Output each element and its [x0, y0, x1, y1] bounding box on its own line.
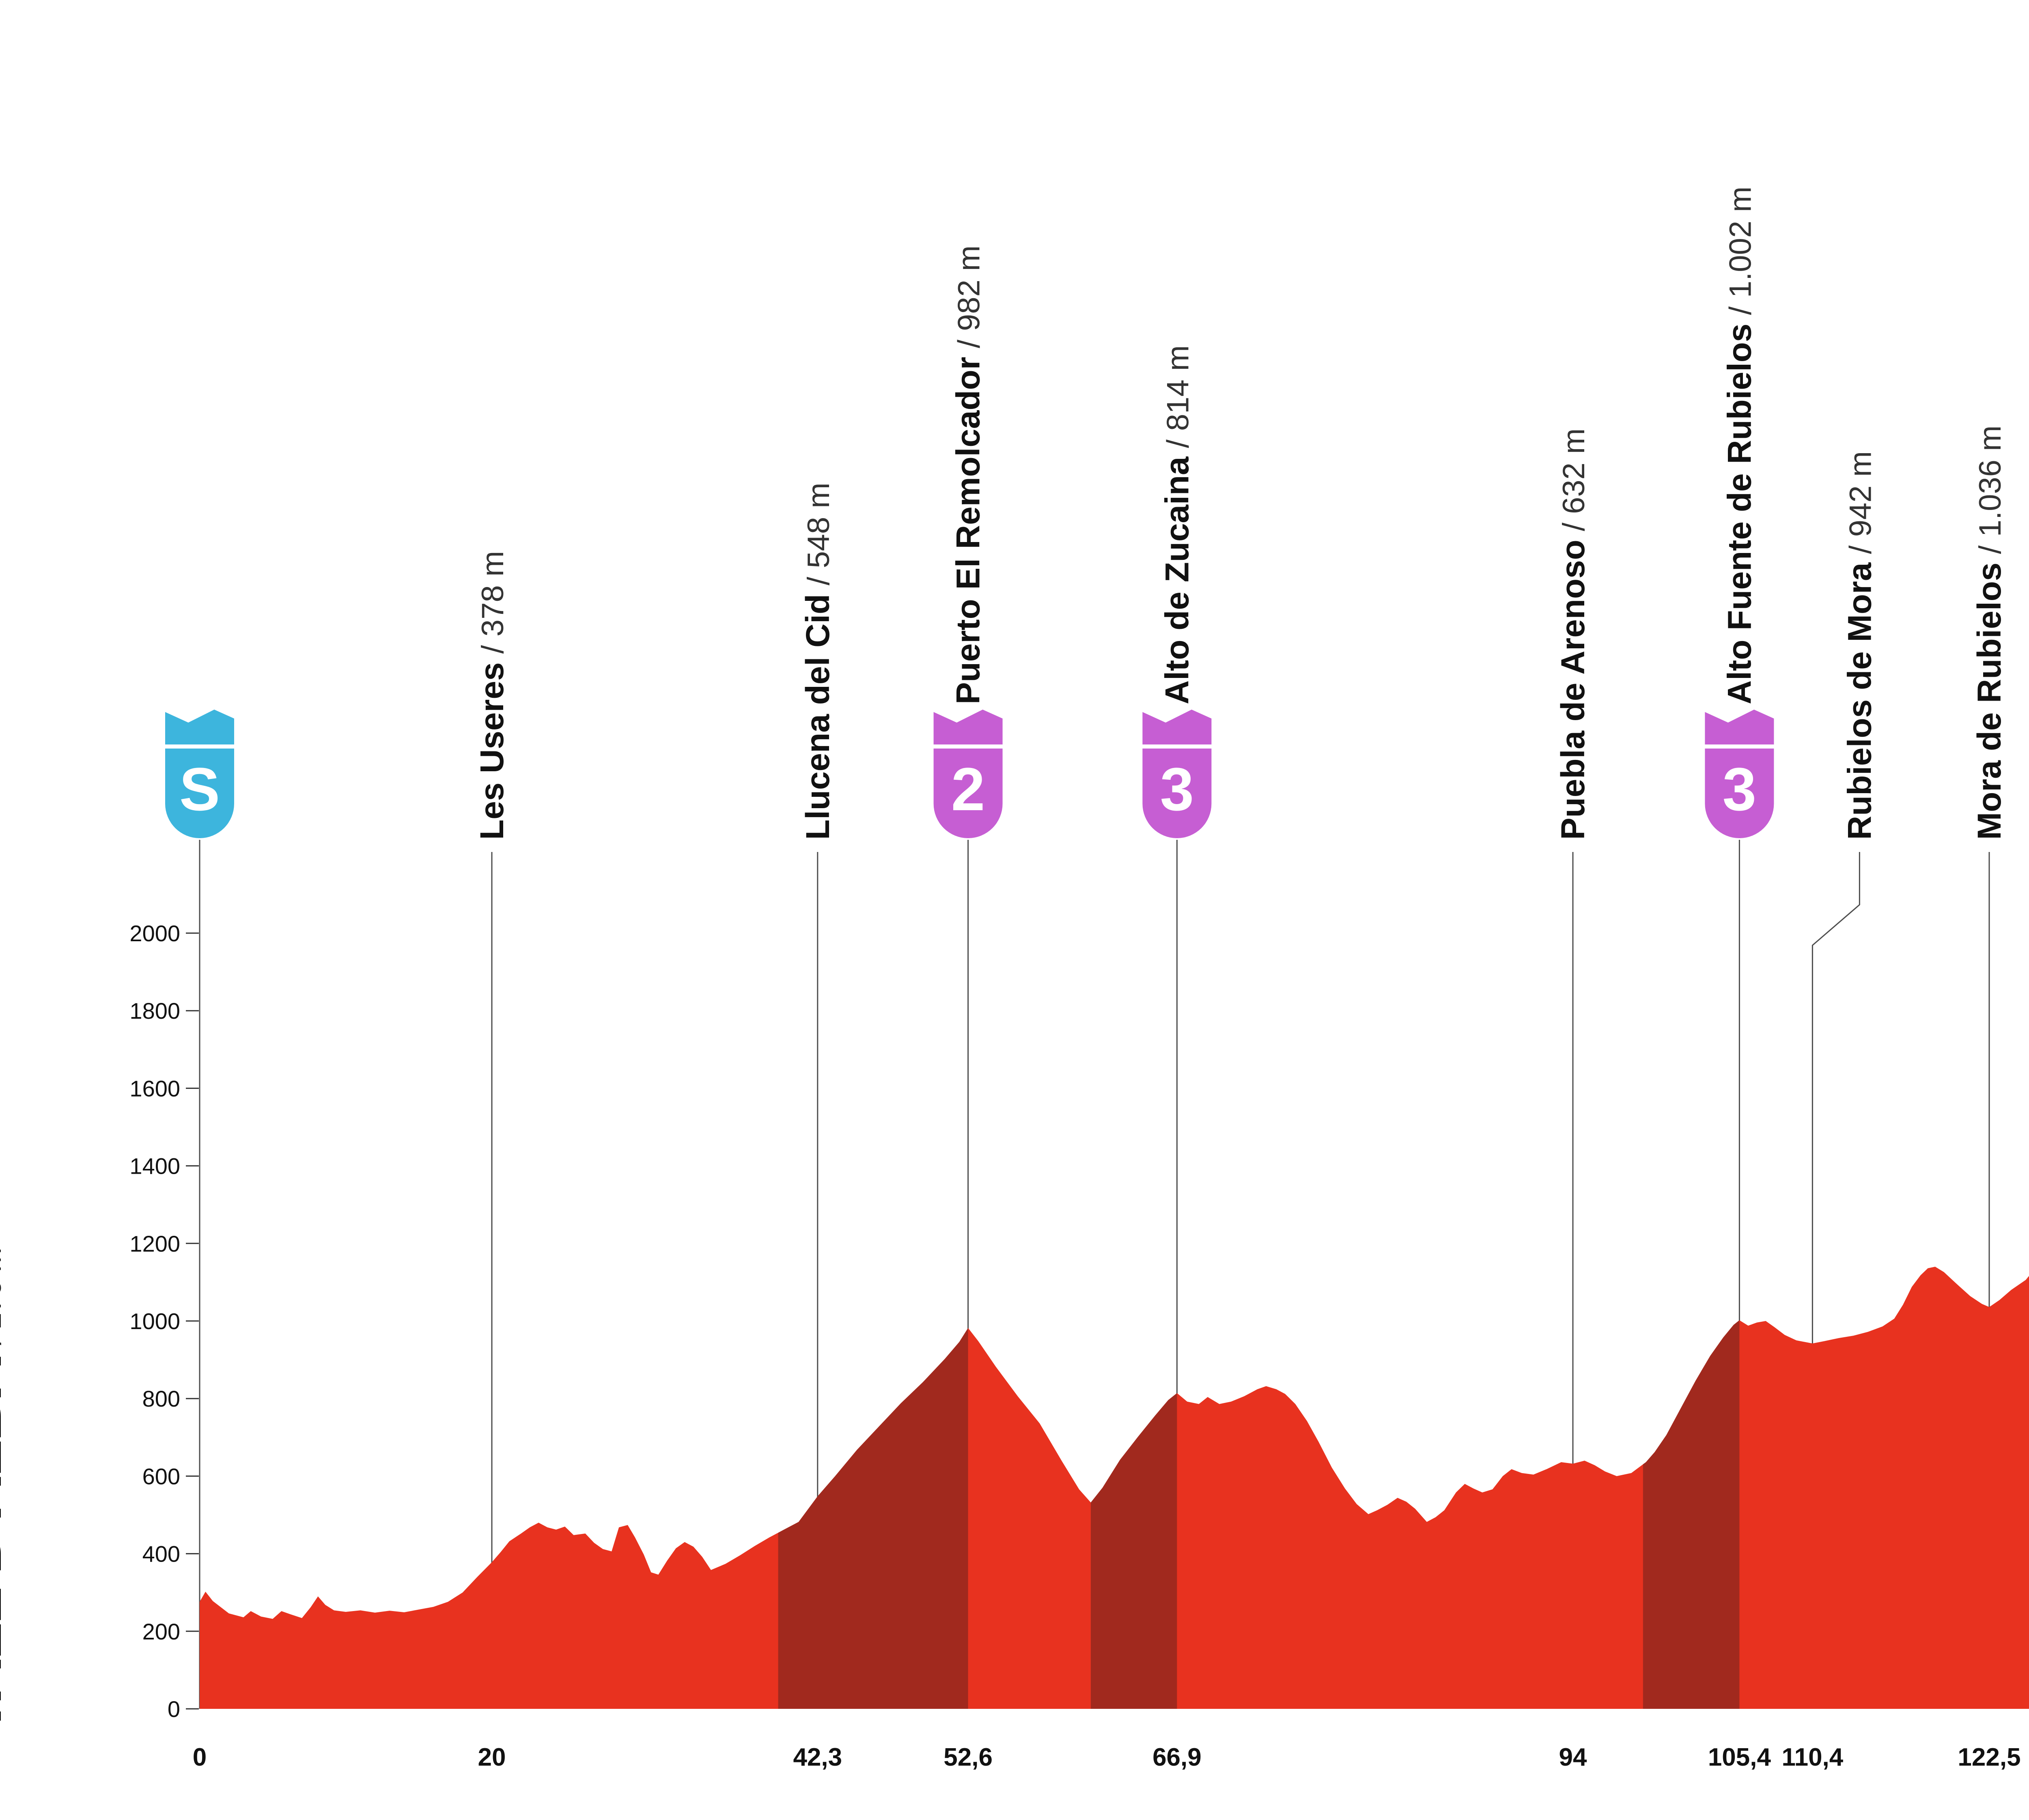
start-location-name: VALL D'ALBA	[0, 1356, 14, 1736]
y-axis-label: 0	[168, 1696, 180, 1722]
waypoint-line	[1811, 852, 1860, 1709]
badge-shield	[1705, 749, 1774, 838]
start-location-altitude: / 276 m	[0, 1248, 7, 1345]
badge-label: 2	[951, 755, 985, 823]
climb-segment	[1091, 1393, 1177, 1709]
badge-shield	[165, 749, 234, 838]
waypoint-label: Mora de Rubielos / 1.036 m	[1971, 426, 2008, 840]
badge-flag-icon	[1142, 710, 1212, 744]
x-axis-label: 105,4	[1708, 1743, 1771, 1771]
y-axis-label: 1400	[129, 1153, 180, 1179]
y-axis-label: 200	[142, 1619, 180, 1644]
y-axis-label: 1000	[129, 1308, 180, 1334]
climb-segment	[778, 1328, 968, 1709]
badge-shield	[1142, 749, 1212, 838]
x-axis-label: 0	[193, 1743, 207, 1771]
y-axis-label: 1200	[129, 1231, 180, 1256]
y-axis-label: 400	[142, 1541, 180, 1567]
badge-label: 3	[1160, 755, 1194, 823]
start-location-label: VALL D'ALBA / 276 m	[0, 1248, 14, 1736]
x-axis-label: 122,5	[1958, 1743, 2020, 1771]
waypoint-label: Puebla de Arenoso / 632 m	[1555, 428, 1592, 840]
waypoint-label: Rubielos de Mora / 942 m	[1841, 451, 1878, 840]
y-axis-label: 600	[142, 1463, 180, 1489]
waypoint-label: Llucena del Cid / 548 m	[799, 482, 836, 840]
badge-shield	[933, 749, 1003, 838]
waypoint-label: Alto Fuente de Rubielos / 1.002 m	[1721, 187, 1758, 704]
waypoint-label: Les Useres / 378 m	[474, 551, 510, 840]
y-axis-label: 2000	[129, 921, 180, 946]
badge-flag-icon	[933, 710, 1003, 744]
x-axis-label: 66,9	[1152, 1743, 1202, 1771]
x-axis-label: 110,4	[1782, 1743, 1844, 1771]
badge-flag-icon	[165, 710, 234, 744]
badge-flag-icon	[1705, 710, 1774, 744]
y-axis-label: 800	[142, 1386, 180, 1411]
waypoint-label: Alto de Zucaina / 814 m	[1159, 345, 1195, 704]
badge-label: 3	[1723, 755, 1756, 823]
badge-label: S	[179, 755, 220, 823]
y-axis-label: 1600	[129, 1076, 180, 1101]
x-axis-label: 42,3	[793, 1743, 842, 1771]
x-axis-label: 52,6	[943, 1743, 993, 1771]
x-axis-label: 20	[478, 1743, 506, 1771]
waypoint-label: Puerto El Remolcador / 982 m	[950, 245, 987, 704]
climb-segment	[1643, 1320, 1740, 1709]
y-axis-label: 1800	[129, 998, 180, 1024]
x-axis-label: 94	[1559, 1743, 1587, 1771]
